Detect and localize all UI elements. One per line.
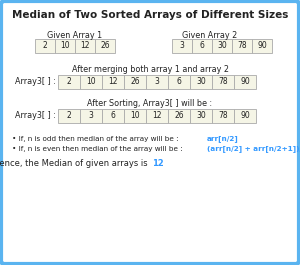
Text: 12: 12 (152, 112, 162, 121)
Bar (234, 109, 256, 123)
Bar (75, 39, 95, 53)
Text: 10: 10 (60, 42, 70, 51)
Text: 26: 26 (130, 77, 140, 86)
Text: Array3[ ] :: Array3[ ] : (15, 112, 56, 121)
Bar (146, 75, 168, 89)
Text: 3: 3 (180, 42, 184, 51)
Text: 3: 3 (154, 77, 159, 86)
Bar (168, 75, 190, 89)
Text: 12: 12 (152, 158, 164, 167)
Text: 2: 2 (67, 112, 71, 121)
Bar (168, 109, 190, 123)
Bar (146, 109, 168, 123)
Text: 10: 10 (130, 112, 140, 121)
Text: 6: 6 (200, 42, 204, 51)
Bar (102, 75, 124, 89)
Bar (172, 39, 192, 53)
Text: 90: 90 (240, 112, 250, 121)
Text: 30: 30 (217, 42, 227, 51)
Bar (232, 39, 252, 53)
Text: 30: 30 (196, 77, 206, 86)
Text: 3: 3 (88, 112, 93, 121)
Bar (190, 75, 212, 89)
Text: arr[n/2]: arr[n/2] (207, 135, 239, 143)
Bar (190, 109, 212, 123)
Text: 78: 78 (218, 77, 228, 86)
Text: Hence, the Median of given arrays is: Hence, the Median of given arrays is (0, 158, 150, 167)
Bar (80, 109, 102, 123)
Bar (102, 109, 124, 123)
Text: Given Array 1: Given Array 1 (47, 30, 103, 39)
Text: After Sorting, Array3[ ] will be :: After Sorting, Array3[ ] will be : (87, 99, 213, 108)
Text: 6: 6 (177, 77, 182, 86)
Bar (124, 109, 146, 123)
Text: After merging both array 1 and array 2: After merging both array 1 and array 2 (71, 64, 229, 73)
Text: • If, n is odd then median of the array will be :: • If, n is odd then median of the array … (12, 136, 183, 142)
Text: 2: 2 (67, 77, 71, 86)
Bar (212, 109, 234, 123)
Text: 12: 12 (108, 77, 118, 86)
Bar (252, 39, 272, 53)
Text: 78: 78 (218, 112, 228, 121)
Text: 2: 2 (43, 42, 47, 51)
Bar (58, 109, 80, 123)
Text: 26: 26 (174, 112, 184, 121)
Bar (55, 39, 75, 53)
Text: 6: 6 (111, 112, 116, 121)
Bar (80, 75, 102, 89)
Bar (95, 39, 115, 53)
Text: Median of Two Sorted Arrays of Different Sizes: Median of Two Sorted Arrays of Different… (12, 10, 288, 20)
Text: Array3[ ] :: Array3[ ] : (15, 77, 56, 86)
Bar (212, 75, 234, 89)
Bar (124, 75, 146, 89)
Text: 26: 26 (100, 42, 110, 51)
Text: 12: 12 (80, 42, 90, 51)
Text: Given Array 2: Given Array 2 (182, 30, 238, 39)
Bar (58, 75, 80, 89)
Text: 90: 90 (240, 77, 250, 86)
Text: 10: 10 (86, 77, 96, 86)
Text: 90: 90 (257, 42, 267, 51)
Bar (234, 75, 256, 89)
Bar (35, 39, 55, 53)
Text: • If, n is even then median of the array will be :: • If, n is even then median of the array… (12, 146, 187, 152)
Text: (arr[n/2] + arr[n/2+1])/2: (arr[n/2] + arr[n/2+1])/2 (207, 145, 300, 152)
Bar (192, 39, 212, 53)
Text: 30: 30 (196, 112, 206, 121)
Bar (212, 39, 232, 53)
Text: 78: 78 (237, 42, 247, 51)
